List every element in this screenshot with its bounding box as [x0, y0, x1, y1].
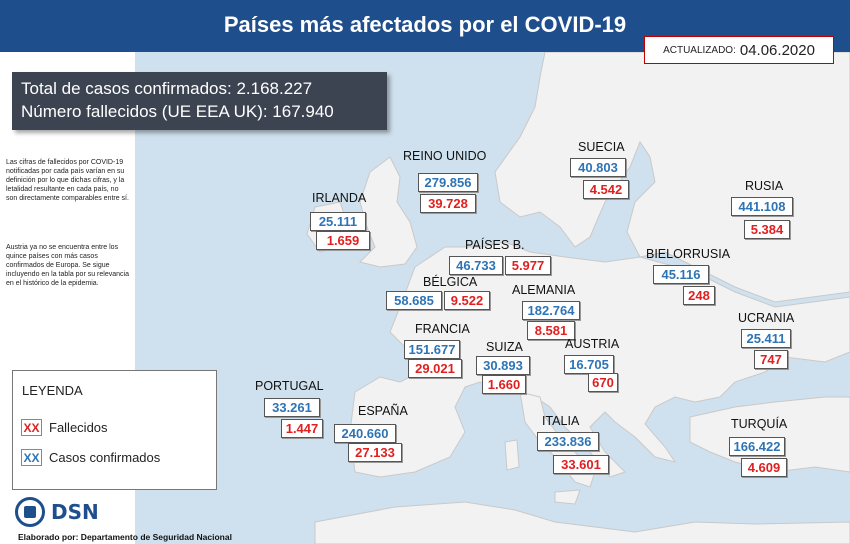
cases-espana: 240.660: [334, 424, 396, 443]
dsn-seal-icon: [15, 497, 45, 527]
deaths-suiza: 1.660: [482, 375, 526, 394]
country-name-austria: AUSTRIA: [565, 337, 620, 351]
cases-bielorrusia: 45.116: [653, 265, 709, 284]
deaths-italia: 33.601: [553, 455, 609, 474]
deaths-irlanda: 1.659: [316, 231, 370, 250]
land-africa: [314, 501, 850, 544]
country-name-suecia: SUECIA: [578, 140, 625, 154]
country-name-italia: ITALIA: [542, 414, 580, 428]
cases-paises-bajos: 46.733: [449, 256, 503, 275]
legend-row-cases: XX Casos confirmados: [21, 449, 160, 466]
deaths-francia: 29.021: [408, 359, 462, 378]
cases-suiza: 30.893: [476, 356, 530, 375]
updated-date: 04.06.2020: [739, 41, 815, 59]
austria-note: Austria ya no se encuentra entre los qui…: [6, 244, 129, 287]
cases-italia: 233.836: [537, 432, 599, 451]
country-name-suiza: SUIZA: [486, 340, 523, 354]
country-name-rusia: RUSIA: [745, 179, 784, 193]
legend-deaths-swatch: XX: [21, 419, 42, 436]
credit-line: Elaborado por: Departamento de Seguridad…: [18, 532, 232, 542]
europe-map-graphic: [135, 52, 850, 544]
total-deaths: Número fallecidos (UE EEA UK): 167.940: [21, 102, 334, 121]
europe-map: [135, 52, 850, 544]
country-name-portugal: PORTUGAL: [255, 379, 324, 393]
deaths-rusia: 5.384: [744, 220, 790, 239]
logo-text: DSN: [51, 500, 99, 524]
legend-deaths-label: Fallecidos: [49, 420, 108, 435]
cases-reino-unido: 279.856: [418, 173, 478, 192]
country-name-irlanda: IRLANDA: [312, 191, 367, 205]
deaths-suecia: 4.542: [583, 180, 629, 199]
totals-box: Total de casos confirmados: 2.168.227 Nú…: [12, 72, 387, 130]
deaths-ucrania: 747: [754, 350, 788, 369]
country-name-turquia: TURQUÍA: [731, 417, 788, 431]
cases-irlanda: 25.111: [310, 212, 366, 231]
legend-row-deaths: XX Fallecidos: [21, 419, 108, 436]
country-name-paises-bajos: PAÍSES B.: [465, 238, 525, 252]
deaths-paises-bajos: 5.977: [505, 256, 551, 275]
cases-turquia: 166.422: [729, 437, 785, 456]
country-name-belgica: BÉLGICA: [423, 275, 478, 289]
updated-box: ACTUALIZADO: 04.06.2020: [644, 36, 834, 64]
deaths-reino-unido: 39.728: [420, 194, 476, 213]
page-title: Países más afectados por el COVID-19: [223, 12, 627, 37]
cases-portugal: 33.261: [264, 398, 320, 417]
total-confirmed: Total de casos confirmados: 2.168.227: [21, 79, 313, 98]
cases-alemania: 182.764: [522, 301, 580, 320]
cases-ucrania: 25.411: [741, 329, 791, 348]
legend-title: LEYENDA: [22, 383, 83, 398]
country-name-francia: FRANCIA: [415, 322, 470, 336]
country-name-alemania: ALEMANIA: [512, 283, 576, 297]
deaths-austria: 670: [588, 373, 618, 392]
legend-cases-label: Casos confirmados: [49, 450, 161, 465]
dsn-logo: DSN: [15, 497, 99, 527]
deaths-turquia: 4.609: [741, 458, 787, 477]
deaths-alemania: 8.581: [527, 321, 575, 340]
cases-suecia: 40.803: [570, 158, 626, 177]
cases-rusia: 441.108: [731, 197, 793, 216]
country-name-reino-unido: REINO UNIDO: [403, 149, 487, 163]
updated-label: ACTUALIZADO:: [663, 44, 736, 56]
country-name-espana: ESPAÑA: [358, 404, 408, 418]
land-britain: [359, 156, 418, 268]
cases-belgica: 58.685: [386, 291, 442, 310]
legend: LEYENDA XX Fallecidos XX Casos confirmad…: [12, 370, 217, 490]
cases-francia: 151.677: [404, 340, 460, 359]
deaths-belgica: 9.522: [444, 291, 490, 310]
land-islands: [504, 439, 581, 505]
deaths-espana: 27.133: [348, 443, 402, 462]
deaths-note: Las cifras de fallecidos por COVID-19 no…: [6, 159, 129, 202]
country-name-bielorrusia: BIELORRUSIA: [646, 247, 731, 261]
cases-austria: 16.705: [564, 355, 614, 374]
legend-cases-swatch: XX: [21, 449, 42, 466]
deaths-bielorrusia: 248: [683, 286, 715, 305]
deaths-portugal: 1.447: [281, 419, 323, 438]
land-north: [494, 52, 850, 303]
country-name-ucrania: UCRANIA: [738, 311, 795, 325]
